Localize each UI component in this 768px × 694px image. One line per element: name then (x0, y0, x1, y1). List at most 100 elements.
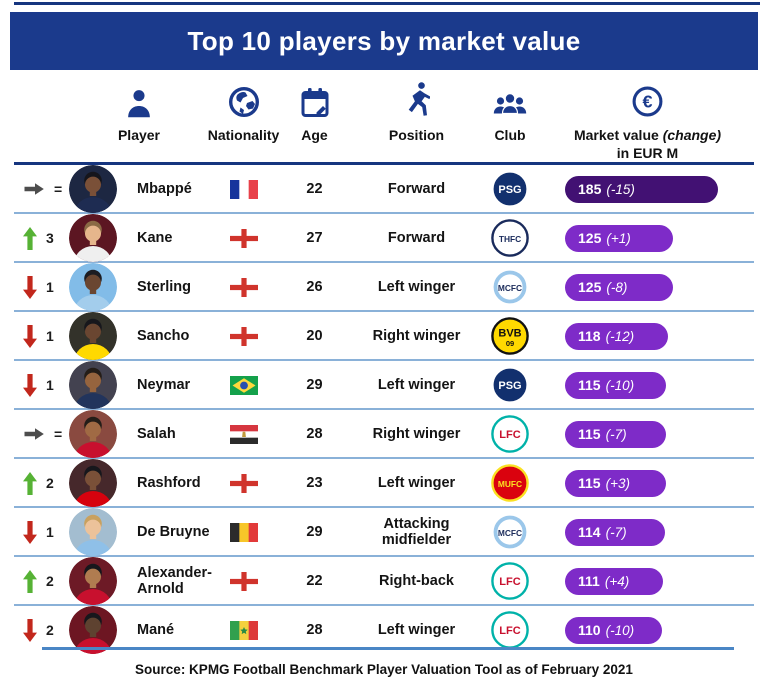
psg-badge: PSG (491, 366, 529, 404)
down-arrow-icon (23, 520, 37, 544)
france-flag (229, 179, 258, 199)
player-position: Forward (387, 230, 446, 246)
market-value-pill: 115 (+3) (565, 469, 666, 497)
movement-label: 2 (46, 573, 54, 589)
player-avatar (69, 263, 117, 311)
column-label: Club (494, 127, 526, 143)
nationality-flag (212, 277, 275, 297)
england-flag (229, 326, 258, 346)
player-photo (69, 312, 117, 360)
player-position: Right winger (372, 328, 461, 344)
title-banner: Top 10 players by market value (10, 12, 758, 70)
column-header-nationality: Nationality (208, 82, 279, 162)
column-header-position: Position (354, 82, 479, 162)
market-value-pill: 125 (+1) (565, 224, 673, 252)
market-value-pill: 114 (-7) (565, 518, 665, 546)
player-name: Rashford (137, 474, 201, 491)
movement-label: 1 (46, 279, 54, 295)
rank-movement: = (14, 181, 66, 197)
column-header-market-value: € Market value (change) in EUR M (541, 82, 754, 162)
player-photo (69, 508, 117, 556)
table-row: 3 Kane 27 Forward THFC 125 (+1) (14, 214, 754, 263)
rank-movement: 1 (14, 520, 66, 544)
svg-text:LFC: LFC (499, 429, 520, 441)
player-position: Left winger (377, 377, 456, 393)
player-name: Mbappé (137, 180, 192, 197)
brazil-flag (229, 375, 258, 395)
club-badge: THFC (479, 219, 541, 257)
market-value: 115 (578, 377, 601, 393)
table-row: 1 Neymar 29 Left winger PSG 115 (-10) (14, 361, 754, 410)
psg-badge: PSG (491, 170, 529, 208)
club-badge: LFC (479, 562, 541, 600)
player-icon (125, 82, 153, 118)
player-photo (69, 263, 117, 311)
club-badge: BVB 09 (479, 317, 541, 355)
players-table: = Mbappé 22 Forward PSG 185 (-15) 3 Kane 27 Forw… (14, 162, 754, 654)
player-photo (69, 214, 117, 262)
club-badge: PSG (479, 170, 541, 208)
rank-movement: = (14, 426, 66, 442)
spurs-badge: THFC (491, 219, 529, 257)
market-value: 125 (578, 230, 602, 246)
movement-label: 1 (46, 328, 54, 344)
market-value-pill: 115 (-10) (565, 371, 666, 399)
manutd-badge: MUFC (491, 464, 529, 502)
market-value-change: (-10) (605, 622, 635, 638)
movement-label: 1 (46, 377, 54, 393)
player-photo (69, 165, 117, 213)
nationality-flag (212, 620, 275, 640)
player-position: Right winger (372, 426, 461, 442)
down-arrow-icon (23, 373, 37, 397)
market-value: 114 (578, 524, 601, 540)
svg-text:LFC: LFC (499, 625, 520, 637)
up-arrow-icon (23, 471, 37, 495)
right-arrow-icon (24, 428, 44, 440)
club-badge: MCFC (479, 513, 541, 551)
table-row: 2 Rashford 23 Left winger MUFC 115 (+3) (14, 459, 754, 508)
liverpool-badge: LFC (491, 415, 529, 453)
club-badge: MUFC (479, 464, 541, 502)
player-photo (69, 410, 117, 458)
market-value-change: (+4) (604, 573, 630, 589)
liverpool-badge: LFC (491, 611, 529, 649)
nationality-flag (212, 571, 275, 591)
england-flag (229, 228, 258, 248)
market-value-pill: 125 (-8) (565, 273, 673, 301)
nationality-flag (212, 326, 275, 346)
market-value-change: (-7) (605, 524, 627, 540)
player-position: Left winger (377, 279, 456, 295)
player-photo (69, 459, 117, 507)
player-avatar (69, 165, 117, 213)
euro-coin-icon: € (631, 82, 664, 118)
svg-text:PSG: PSG (498, 380, 521, 392)
table-row: 2 Mané 28 Left winger LFC 110 (-10) (14, 606, 754, 654)
player-position: Left winger (377, 475, 456, 491)
market-value-pill: 118 (-12) (565, 322, 668, 350)
player-age: 20 (306, 328, 323, 344)
rank-movement: 2 (14, 569, 66, 593)
movement-label: = (54, 426, 63, 442)
player-avatar (69, 557, 117, 605)
market-value: 115 (578, 426, 601, 442)
club-badge: LFC (479, 415, 541, 453)
player-photo (69, 557, 117, 605)
svg-text:€: € (643, 92, 653, 112)
player-photo (69, 361, 117, 409)
market-value: 115 (578, 475, 601, 491)
england-flag (229, 277, 258, 297)
market-value-pill: 111 (+4) (565, 567, 663, 595)
player-age: 22 (306, 573, 323, 589)
svg-text:PSG: PSG (498, 184, 521, 196)
column-header-age: Age (275, 82, 354, 162)
market-value: 111 (578, 573, 600, 589)
market-value-pill: 185 (-15) (565, 175, 718, 203)
up-arrow-icon (23, 226, 37, 250)
table-row: 1 Sterling 26 Left winger MCFC 125 (-8) (14, 263, 754, 312)
player-avatar (69, 214, 117, 262)
movement-label: = (54, 181, 63, 197)
club-badge: LFC (479, 611, 541, 649)
player-name: Kane (137, 229, 173, 246)
nationality-flag (212, 228, 275, 248)
